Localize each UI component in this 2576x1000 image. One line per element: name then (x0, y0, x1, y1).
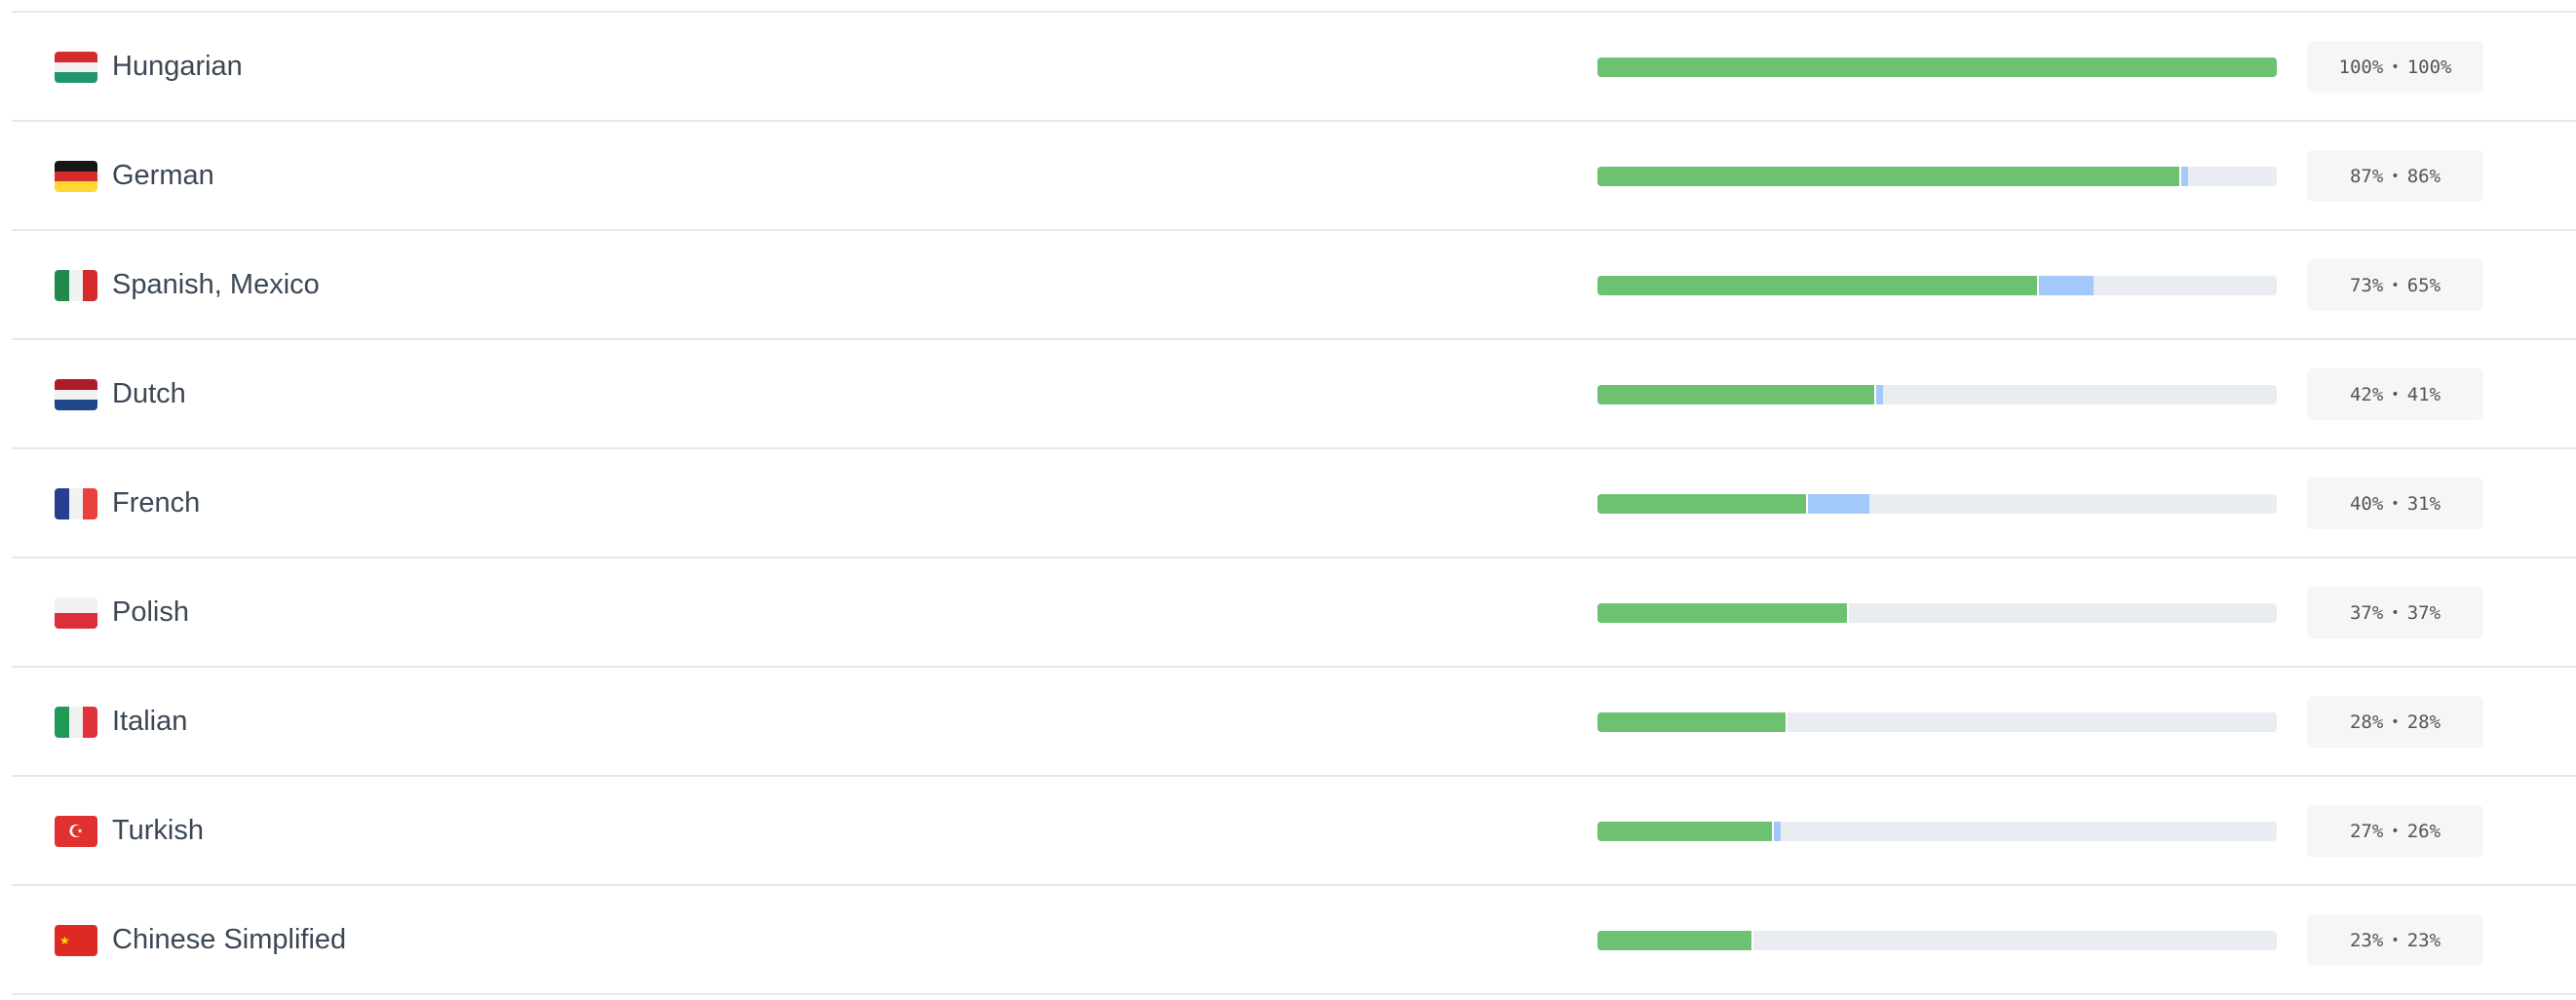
translated-percent: 40% (2349, 492, 2384, 515)
approved-fill (1597, 494, 1809, 514)
germany-flag-icon (55, 161, 97, 192)
language-name[interactable]: Spanish, Mexico (112, 269, 320, 300)
separator: • (2391, 386, 2400, 403)
language-row[interactable]: Hungarian 100% • 100% (12, 13, 2576, 122)
language-name[interactable]: Polish (112, 596, 189, 628)
turkey-flag-icon: ☪ (55, 816, 97, 847)
progress-bar (1597, 822, 2277, 841)
approved-percent: 100% (2406, 56, 2452, 78)
separator: • (2391, 713, 2400, 730)
language-name[interactable]: French (112, 487, 201, 519)
approved-fill (1597, 603, 1849, 623)
progress-badge: 23% • 23% (2307, 914, 2483, 966)
progress-badge: 42% • 41% (2307, 368, 2483, 420)
language-row[interactable]: ☪ Turkish 27% • 26% (12, 777, 2576, 886)
progress-bar (1597, 276, 2277, 295)
approved-percent: 23% (2406, 929, 2441, 951)
language-name[interactable]: Turkish (112, 815, 204, 846)
language-name[interactable]: Chinese Simplified (112, 924, 347, 955)
progress-bar (1597, 58, 2277, 77)
mexico-flag-icon (55, 270, 97, 301)
approved-percent: 41% (2406, 383, 2441, 405)
translated-percent: 42% (2349, 383, 2384, 405)
approved-percent: 28% (2406, 711, 2441, 733)
progress-badge: 28% • 28% (2307, 696, 2483, 748)
translated-percent: 100% (2338, 56, 2384, 78)
separator: • (2391, 604, 2400, 621)
approved-fill (1597, 58, 2277, 77)
approved-fill (1597, 167, 2182, 186)
language-row[interactable]: Dutch 42% • 41% (12, 340, 2576, 449)
approved-percent: 31% (2406, 492, 2441, 515)
language-row[interactable]: French 40% • 31% (12, 449, 2576, 558)
progress-bar (1597, 167, 2277, 186)
translated-percent: 28% (2349, 711, 2384, 733)
language-row[interactable]: Italian 28% • 28% (12, 668, 2576, 777)
progress-badge: 37% • 37% (2307, 587, 2483, 638)
translated-percent: 23% (2349, 929, 2384, 951)
progress-bar (1597, 931, 2277, 950)
approved-percent: 65% (2406, 274, 2441, 296)
translated-percent: 27% (2349, 820, 2384, 842)
approved-percent: 26% (2406, 820, 2441, 842)
approved-fill (1597, 712, 1788, 732)
approved-fill (1597, 385, 1876, 404)
approved-percent: 86% (2406, 165, 2441, 187)
translated-percent: 87% (2349, 165, 2384, 187)
approved-fill (1597, 822, 1775, 841)
separator: • (2391, 168, 2400, 184)
poland-flag-icon (55, 597, 97, 629)
separator: • (2391, 58, 2400, 75)
language-row[interactable]: Polish 37% • 37% (12, 558, 2576, 668)
language-name[interactable]: German (112, 160, 214, 191)
separator: • (2391, 495, 2400, 512)
language-row[interactable]: German 87% • 86% (12, 122, 2576, 231)
separator: • (2391, 277, 2400, 293)
approved-fill (1597, 276, 2040, 295)
progress-badge: 100% • 100% (2307, 41, 2483, 93)
language-name[interactable]: Hungarian (112, 51, 243, 82)
progress-bar (1597, 712, 2277, 732)
progress-badge: 27% • 26% (2307, 805, 2483, 857)
progress-badge: 73% • 65% (2307, 259, 2483, 311)
netherlands-flag-icon (55, 379, 97, 410)
language-row[interactable]: Spanish, Mexico 73% • 65% (12, 231, 2576, 340)
progress-bar (1597, 603, 2277, 623)
approved-fill (1597, 931, 1754, 950)
progress-bar (1597, 494, 2277, 514)
france-flag-icon (55, 488, 97, 519)
language-progress-list: Hungarian 100% • 100% German 87% • 86% S… (12, 11, 2576, 995)
translated-percent: 73% (2349, 274, 2384, 296)
progress-badge: 87% • 86% (2307, 150, 2483, 202)
italy-flag-icon (55, 707, 97, 738)
progress-badge: 40% • 31% (2307, 478, 2483, 529)
language-row[interactable]: ★ Chinese Simplified 23% • 23% (12, 886, 2576, 995)
translated-percent: 37% (2349, 601, 2384, 624)
language-name[interactable]: Italian (112, 706, 188, 737)
language-name[interactable]: Dutch (112, 378, 186, 409)
approved-percent: 37% (2406, 601, 2441, 624)
china-flag-icon: ★ (55, 925, 97, 956)
progress-bar (1597, 385, 2277, 404)
separator: • (2391, 932, 2400, 948)
hungary-flag-icon (55, 52, 97, 83)
separator: • (2391, 823, 2400, 839)
